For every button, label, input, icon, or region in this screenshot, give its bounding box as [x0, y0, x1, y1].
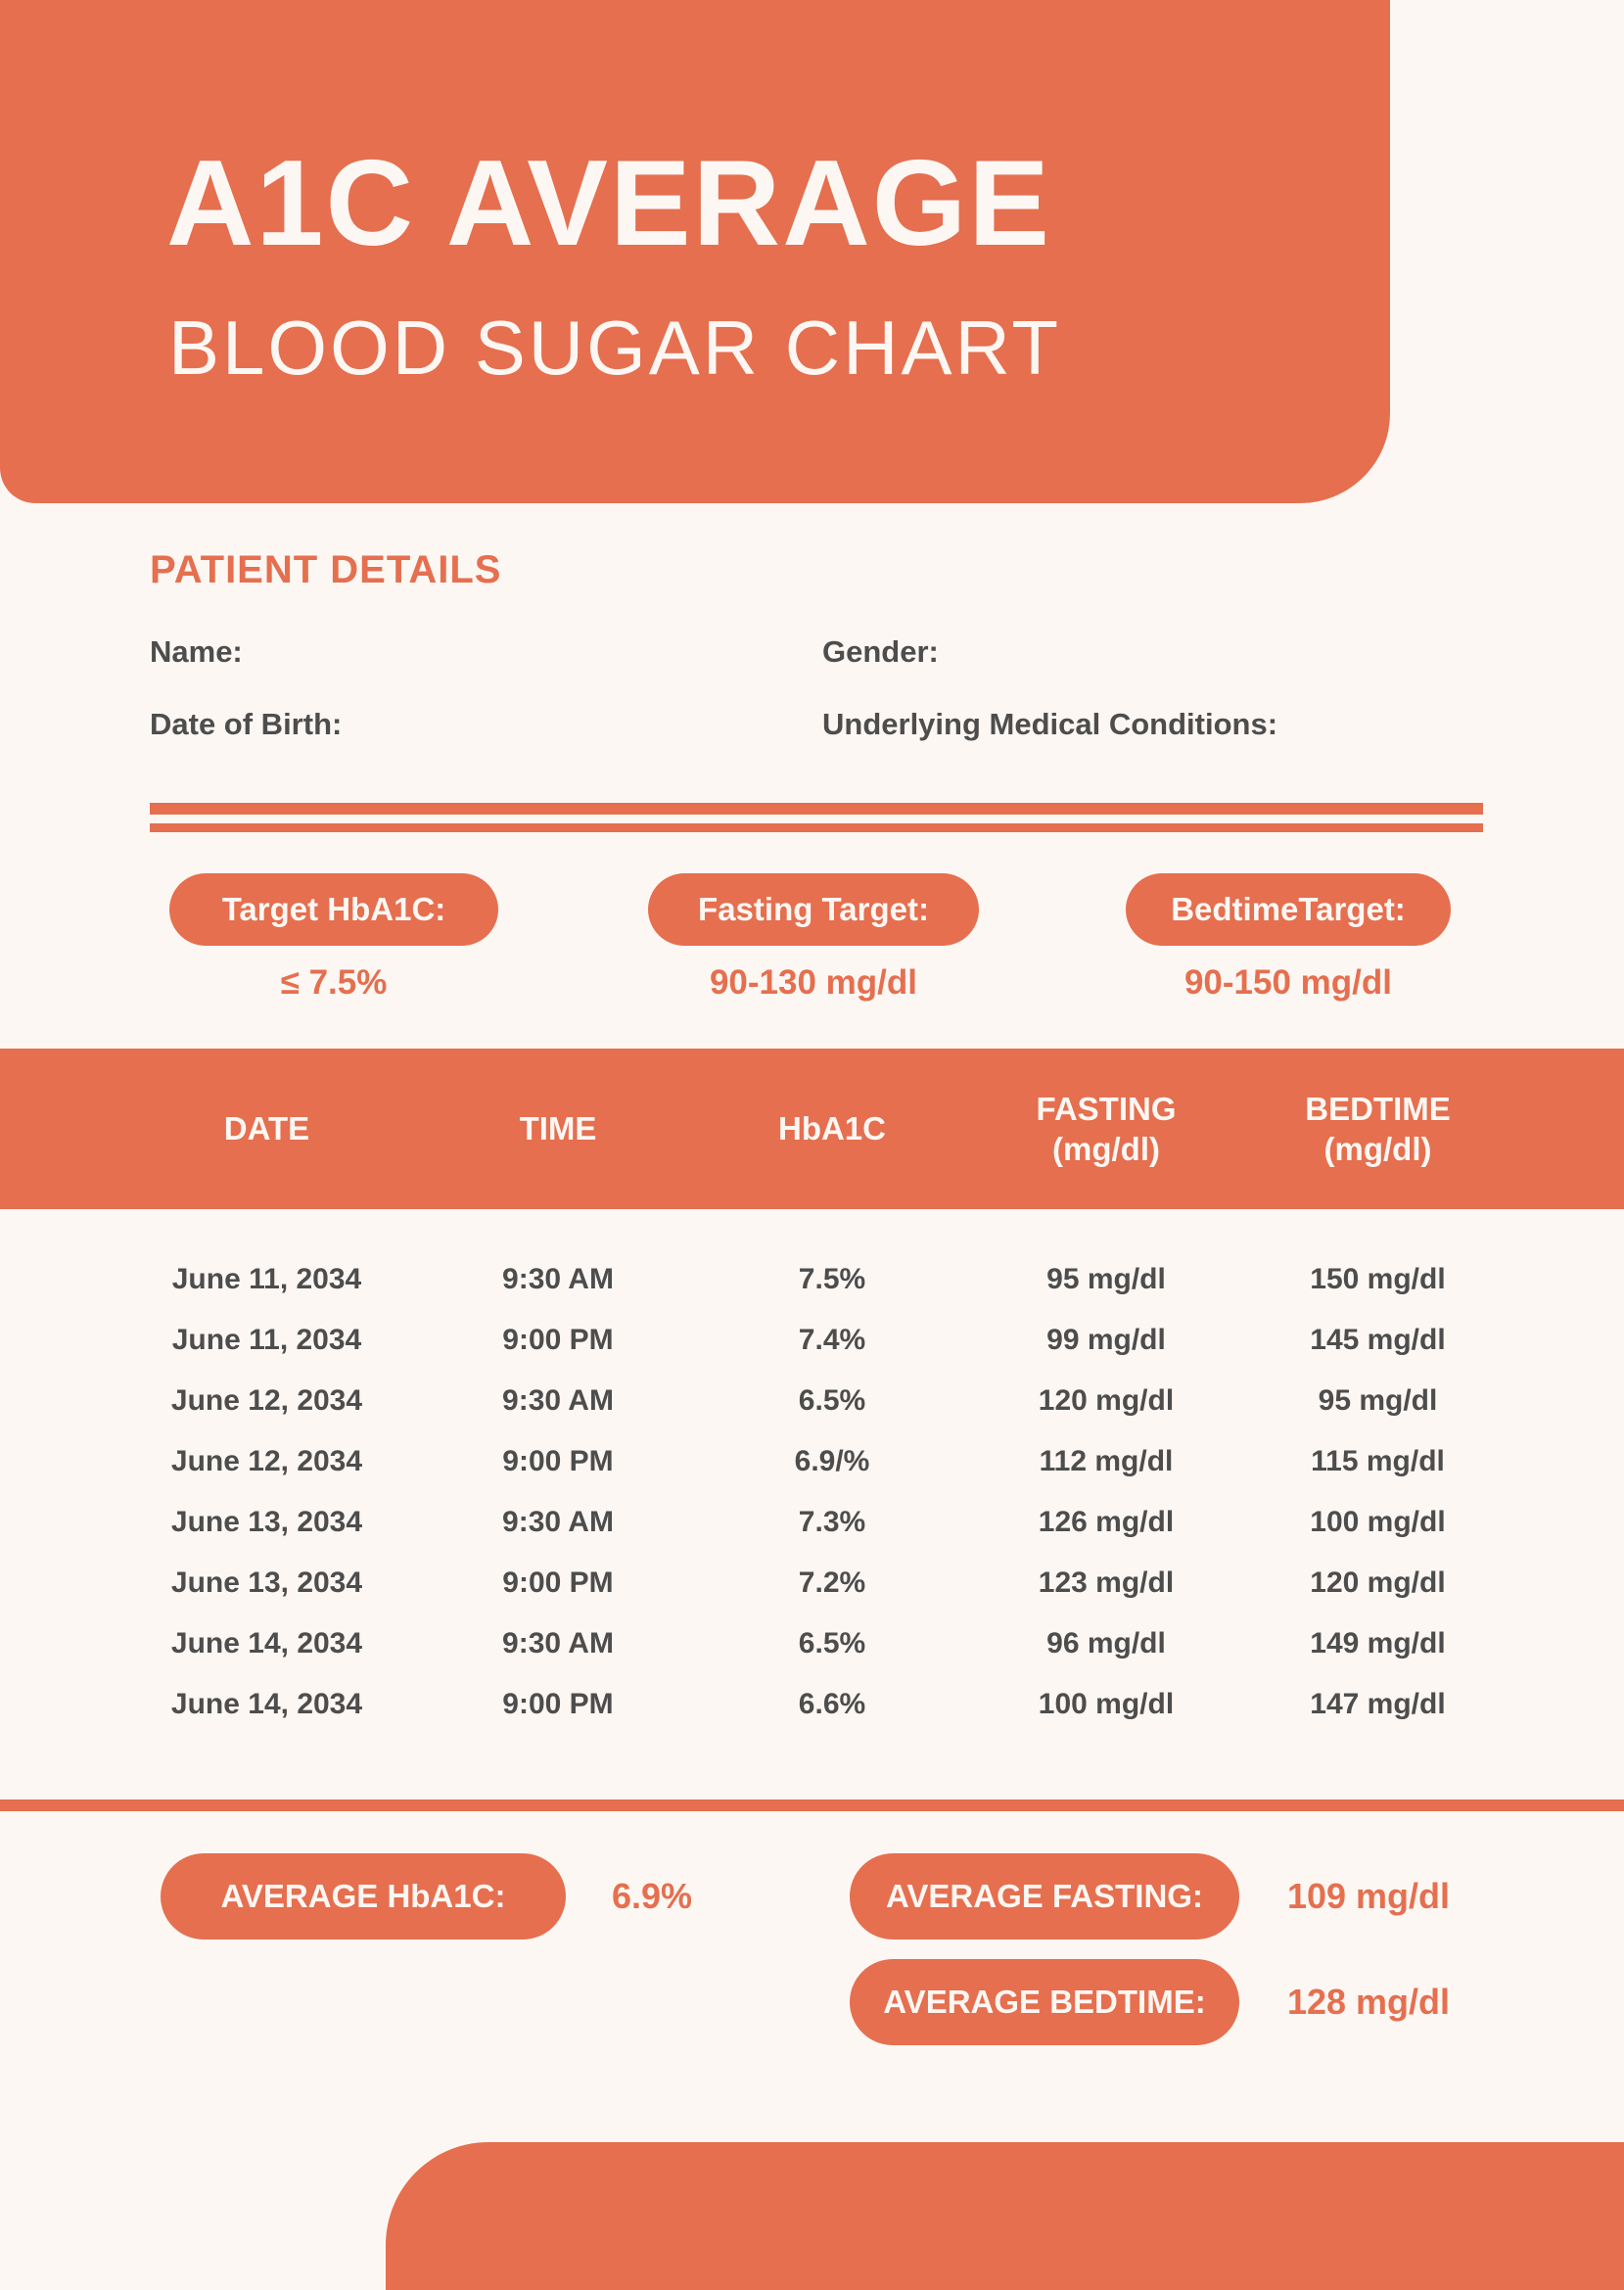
double-divider-bottom	[150, 823, 1483, 832]
table-cell-date: June 11, 2034	[171, 1324, 362, 1356]
column-header-unit: (mg/dl)	[1323, 1131, 1432, 1167]
table-cell-bedtime: 100 mg/dl	[1310, 1506, 1446, 1538]
table-cell-date: June 12, 2034	[170, 1445, 363, 1477]
table-row: June 11, 2034 9:30 AM 7.5% 95 mg/dl 150 mg/d…	[113, 1249, 1512, 1310]
table-cell-date: June 13, 2034	[170, 1506, 363, 1538]
column-header-bedtime: BEDTIME (mg/dl)	[1243, 1049, 1512, 1209]
column-header-text: DATE	[223, 1110, 310, 1147]
page-title: A1C AVERAGE	[166, 136, 1051, 271]
column-header-unit: (mg/dl)	[1052, 1131, 1160, 1167]
fasting-target-pill: Fasting Target:	[648, 873, 979, 946]
table-cell-bedtime: 149 mg/dl	[1310, 1627, 1446, 1659]
date-of-birth-field-label: Date of Birth:	[150, 707, 343, 741]
table-cell-date: June 14, 2034	[170, 1688, 363, 1720]
table-cell-bedtime: 147 mg/dl	[1310, 1688, 1446, 1720]
column-header-text: BEDTIME	[1305, 1090, 1451, 1127]
table-cell-time: 9:30 AM	[502, 1263, 614, 1295]
column-header-time: TIME	[421, 1049, 695, 1209]
patient-details-heading: PATIENT DETAILS	[150, 548, 502, 591]
table-row: June 12, 2034 9:00 PM 6.9/% 112 mg/dl 115 mg…	[113, 1431, 1512, 1492]
table-cell-date: June 11, 2034	[171, 1263, 362, 1295]
table-row: June 13, 2034 9:30 AM 7.3% 126 mg/dl 100 mg/…	[113, 1492, 1512, 1553]
table-cell-hba1c: 6.6%	[798, 1688, 866, 1720]
table-cell-date: June 14, 2034	[170, 1627, 363, 1659]
table-row: June 13, 2034 9:00 PM 7.2% 123 mg/dl 120 mg/…	[113, 1553, 1512, 1613]
column-header-fasting: FASTING (mg/dl)	[969, 1049, 1243, 1209]
fasting-target-label: Fasting Target:	[698, 891, 929, 927]
table-cell-bedtime: 145 mg/dl	[1310, 1324, 1446, 1356]
target-hba1c-pill: Target HbA1C:	[169, 873, 498, 946]
table-cell-hba1c: 7.4%	[798, 1324, 866, 1356]
table-cell-date: June 12, 2034	[170, 1384, 363, 1417]
table-cell-time: 9:00 PM	[502, 1688, 614, 1720]
average-hba1c-label: AVERAGE HbA1C:	[220, 1878, 506, 1914]
table-cell-hba1c: 7.5%	[798, 1263, 866, 1295]
average-hba1c-pill: AVERAGE HbA1C:	[161, 1853, 566, 1939]
double-divider-top	[150, 803, 1483, 815]
table-cell-bedtime: 150 mg/dl	[1310, 1263, 1446, 1295]
table-header-band: DATE TIME HbA1C FASTING (mg/dl) BEDTIME …	[0, 1049, 1624, 1209]
table-cell-fasting: 120 mg/dl	[1038, 1384, 1175, 1417]
average-bedtime-label: AVERAGE BEDTIME:	[883, 1984, 1206, 2020]
table-header-row: DATE TIME HbA1C FASTING (mg/dl) BEDTIME …	[113, 1049, 1512, 1209]
table-body: June 11, 2034 9:30 AM 7.5% 95 mg/dl 150 mg/d…	[113, 1249, 1512, 1735]
table-cell-time: 9:30 AM	[502, 1506, 614, 1538]
table-cell-hba1c: 7.3%	[798, 1506, 866, 1538]
target-hba1c-label: Target HbA1C:	[221, 891, 446, 927]
header-banner: A1C AVERAGE BLOOD SUGAR CHART	[0, 0, 1390, 503]
footer-banner	[386, 2142, 1624, 2290]
average-bedtime-value: 128 mg/dl	[1286, 1982, 1451, 2022]
table-cell-fasting: 99 mg/dl	[1046, 1324, 1166, 1356]
table-cell-fasting: 100 mg/dl	[1038, 1688, 1175, 1720]
average-fasting-pill: AVERAGE FASTING:	[850, 1853, 1239, 1939]
table-cell-fasting: 112 mg/dl	[1039, 1445, 1174, 1477]
table-cell-hba1c: 6.5%	[798, 1627, 866, 1659]
bedtime-target-value: 90-150 mg/dl	[1183, 963, 1393, 1002]
table-cell-time: 9:30 AM	[502, 1627, 614, 1659]
table-cell-time: 9:00 PM	[502, 1445, 614, 1477]
table-cell-time: 9:00 PM	[502, 1566, 614, 1599]
table-cell-fasting: 96 mg/dl	[1046, 1627, 1166, 1659]
average-bedtime-pill: AVERAGE BEDTIME:	[850, 1959, 1239, 2045]
bedtime-target-label: BedtimeTarget:	[1171, 891, 1406, 927]
column-header-date: DATE	[113, 1049, 421, 1209]
fasting-target-value: 90-130 mg/dl	[709, 963, 918, 1002]
table-cell-hba1c: 6.5%	[798, 1384, 866, 1417]
average-hba1c-value: 6.9%	[611, 1876, 693, 1916]
medical-conditions-field-label: Underlying Medical Conditions:	[822, 707, 1278, 741]
table-cell-time: 9:30 AM	[502, 1384, 614, 1417]
average-fasting-value: 109 mg/dl	[1286, 1876, 1451, 1916]
table-row: June 14, 2034 9:00 PM 6.6% 100 mg/dl 147 mg/…	[113, 1674, 1512, 1735]
table-cell-bedtime: 115 mg/dl	[1311, 1445, 1445, 1477]
table-row: June 14, 2034 9:30 AM 6.5% 96 mg/dl 149 mg/d…	[113, 1613, 1512, 1674]
table-cell-bedtime: 95 mg/dl	[1318, 1384, 1438, 1417]
table-cell-fasting: 126 mg/dl	[1038, 1506, 1175, 1538]
table-bottom-divider	[0, 1799, 1624, 1811]
table-cell-fasting: 123 mg/dl	[1038, 1566, 1175, 1599]
average-fasting-label: AVERAGE FASTING:	[886, 1878, 1203, 1914]
table-row: June 12, 2034 9:30 AM 6.5% 120 mg/dl 95 mg/d…	[113, 1371, 1512, 1431]
gender-field-label: Gender:	[822, 634, 939, 669]
column-header-text: TIME	[519, 1110, 597, 1147]
column-header-text: FASTING	[1036, 1090, 1177, 1127]
name-field-label: Name:	[150, 634, 243, 669]
table-cell-hba1c: 6.9/%	[794, 1445, 870, 1477]
column-header-text: HbA1C	[777, 1110, 886, 1147]
table-cell-hba1c: 7.2%	[798, 1566, 866, 1599]
bedtime-target-pill: BedtimeTarget:	[1126, 873, 1451, 946]
table-cell-date: June 13, 2034	[170, 1566, 363, 1599]
table-cell-bedtime: 120 mg/dl	[1310, 1566, 1446, 1599]
column-header-hba1c: HbA1C	[695, 1049, 969, 1209]
page-subtitle: BLOOD SUGAR CHART	[168, 304, 1062, 391]
target-hba1c-value: ≤ 7.5%	[280, 963, 388, 1002]
table-row: June 11, 2034 9:00 PM 7.4% 99 mg/dl 145 mg/d…	[113, 1310, 1512, 1371]
table-cell-fasting: 95 mg/dl	[1046, 1263, 1166, 1295]
table-cell-time: 9:00 PM	[502, 1324, 614, 1356]
